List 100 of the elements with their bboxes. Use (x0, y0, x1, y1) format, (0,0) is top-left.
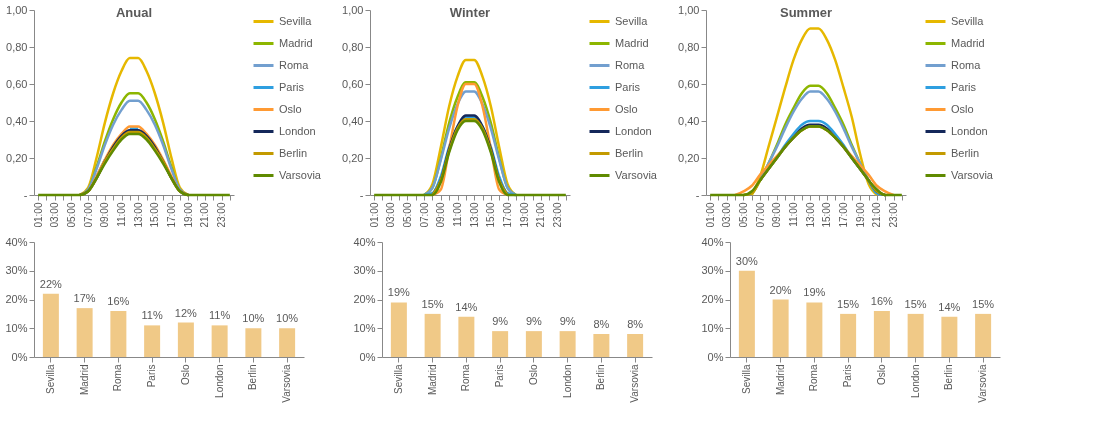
x-tick-label: Berlin (247, 364, 259, 391)
y-tick-label: 0% (707, 350, 724, 363)
x-tick-label: 23:00 (888, 202, 899, 228)
y-tick-label: 30% (701, 264, 724, 277)
x-tick-label: 17:00 (838, 202, 849, 228)
legend-label: London (951, 124, 988, 137)
x-tick-label: 15:00 (485, 202, 497, 228)
y-tick-label: 0,40 (678, 114, 700, 127)
x-tick-label: 23:00 (552, 202, 563, 228)
x-tick-label: 13:00 (132, 202, 144, 228)
legend-label: Sevilla (615, 14, 649, 27)
x-tick-label: Roma (808, 364, 820, 392)
x-tick-label: Berlin (595, 364, 607, 391)
y-tick-label: 0,60 (678, 77, 700, 90)
x-tick-label: 13:00 (468, 202, 480, 228)
x-tick-label: 15:00 (149, 202, 161, 228)
x-tick-label: 11:00 (116, 202, 127, 227)
y-tick-label: - (359, 188, 364, 201)
x-tick-label: 09:00 (771, 202, 783, 228)
legend-label: London (279, 124, 316, 137)
x-tick-label: 05:00 (402, 202, 413, 228)
y-tick-label: 0,60 (6, 77, 28, 90)
x-tick-label: Varsovia (629, 364, 641, 403)
y-tick-label: 0,20 (6, 151, 28, 164)
data-label: 19% (387, 286, 411, 299)
x-tick-label: 17:00 (166, 202, 177, 228)
x-tick-label: London (561, 364, 573, 398)
y-tick-label: 0,40 (342, 114, 364, 127)
data-label: 19% (803, 286, 826, 299)
x-tick-label: 19:00 (182, 202, 194, 228)
x-tick-label: 17:00 (502, 202, 513, 228)
data-label: 15% (972, 297, 995, 310)
x-tick-label: Madrid (426, 364, 438, 396)
legend-label: Roma (279, 58, 310, 71)
legend-label: Paris (615, 80, 641, 93)
y-tick-label: 0,80 (6, 40, 28, 53)
x-tick-label: 03:00 (49, 202, 61, 228)
y-tick-label: 20% (353, 293, 376, 305)
legend-label: Varsovia (279, 168, 322, 181)
y-tick-label: 1,00 (6, 3, 28, 16)
legend-label: Varsovia (951, 168, 994, 181)
data-label: 15% (421, 297, 444, 310)
y-tick-label: 0% (359, 350, 376, 363)
y-tick-label: - (695, 188, 700, 201)
data-label: 15% (837, 297, 860, 310)
legend-label: Madrid (615, 36, 649, 49)
y-tick-label: 0% (11, 350, 28, 363)
data-label: 16% (870, 295, 894, 307)
x-tick-label: 03:00 (385, 202, 397, 228)
x-tick-label: 11:00 (788, 202, 799, 227)
y-tick-label: 30% (5, 264, 28, 277)
data-label: 30% (735, 254, 759, 267)
y-tick-label: 10% (701, 321, 724, 334)
x-tick-label: 13:00 (804, 202, 816, 228)
x-tick-label: 01:00 (32, 202, 44, 228)
x-tick-label: Oslo (179, 364, 191, 386)
x-tick-label: 19:00 (518, 202, 530, 228)
data-label: 20% (769, 283, 792, 296)
x-tick-label: Sevilla (392, 364, 404, 394)
y-tick-label: 40% (353, 235, 376, 248)
data-label: 14% (455, 300, 478, 313)
x-tick-label: Roma (460, 364, 472, 392)
x-tick-label: 05:00 (66, 202, 77, 228)
data-label: 14% (938, 300, 961, 313)
x-tick-label: 07:00 (754, 202, 766, 228)
y-tick-label: 30% (353, 264, 376, 277)
x-tick-label: 03:00 (721, 202, 733, 228)
data-label: 9% (559, 315, 576, 328)
y-tick-label: 20% (701, 293, 724, 305)
x-tick-label: London (213, 364, 225, 398)
legend-label: Madrid (279, 36, 313, 49)
data-label: 22% (39, 277, 63, 290)
x-tick-label: Paris (494, 364, 506, 388)
x-tick-label: 09:00 (435, 202, 447, 228)
x-tick-label: 19:00 (854, 202, 866, 228)
x-tick-label: Madrid (78, 364, 90, 396)
legend-label: Oslo (951, 102, 974, 115)
legend-label: Roma (615, 58, 646, 71)
x-tick-label: Roma (112, 364, 124, 392)
chart-title: Winter (449, 5, 491, 20)
x-tick-label: Sevilla (44, 364, 56, 394)
legend-label: Sevilla (951, 14, 985, 27)
x-tick-label: Madrid (774, 364, 786, 396)
y-tick-label: 0,20 (342, 151, 364, 164)
x-tick-label: Sevilla (740, 364, 752, 394)
x-tick-label: 01:00 (368, 202, 380, 228)
y-tick-label: 0,60 (342, 77, 364, 90)
x-tick-label: 21:00 (199, 202, 211, 228)
data-label: 10% (276, 312, 299, 325)
y-tick-label: 40% (701, 235, 724, 248)
legend-label: Oslo (615, 102, 638, 115)
data-label: 12% (174, 306, 198, 319)
x-tick-label: 07:00 (418, 202, 430, 228)
x-tick-label: Oslo (875, 364, 887, 386)
x-tick-label: Paris (146, 364, 158, 388)
chart-title: Anual (115, 5, 153, 20)
data-label: 8% (627, 318, 644, 330)
legend-label: Varsovia (615, 168, 658, 181)
legend-label: Madrid (951, 36, 985, 49)
legend-label: London (615, 124, 652, 137)
